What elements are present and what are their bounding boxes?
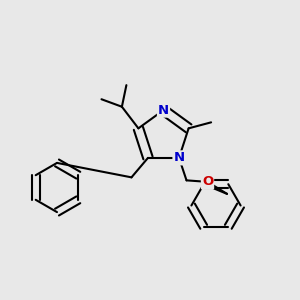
Text: O: O	[202, 176, 213, 188]
Text: N: N	[173, 152, 184, 164]
Text: N: N	[158, 103, 169, 117]
